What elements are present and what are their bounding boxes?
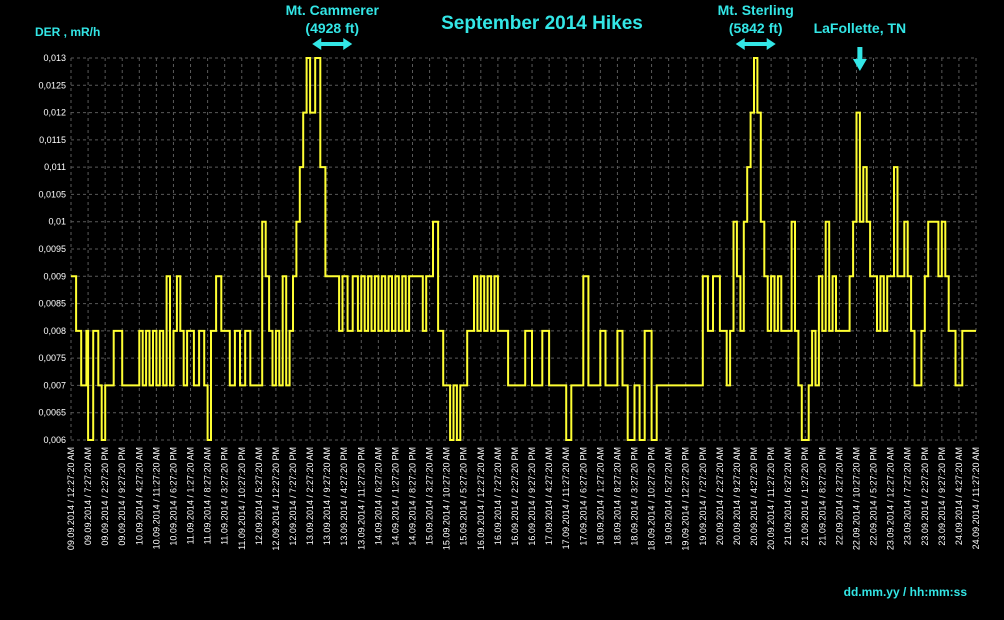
y-tick-label: 0,011 bbox=[44, 162, 66, 172]
x-tick-label: 18.09.2014 / 3:27:20 PM bbox=[629, 447, 639, 546]
double-arrow-right-head bbox=[766, 38, 776, 50]
annotation: LaFollette, TN bbox=[814, 20, 907, 71]
x-tick-label: 16.09.2014 / 7:27:20 AM bbox=[493, 447, 503, 545]
x-axis-label: dd.mm.yy / hh:mm:ss bbox=[844, 585, 968, 599]
annotation-label: Mt. Sterling bbox=[718, 2, 794, 18]
x-tick-label: 12.09.2014 / 7:27:20 PM bbox=[288, 447, 298, 546]
x-tick-label: 17.09.2014 / 6:27:20 PM bbox=[578, 447, 588, 546]
down-arrow-shaft bbox=[857, 47, 863, 60]
x-tick-label: 13.09.2014 / 2:27:20 AM bbox=[305, 447, 315, 545]
x-tick-label: 22.09.2014 / 3:27:20 AM bbox=[834, 447, 844, 545]
x-tick-label: 17.09.2014 / 4:27:20 AM bbox=[544, 447, 554, 545]
annotation-sublabel: (4928 ft) bbox=[305, 20, 359, 36]
annotation-label: Mt. Cammerer bbox=[286, 2, 380, 18]
x-tick-label: 14.09.2014 / 1:27:20 PM bbox=[390, 447, 400, 546]
annotations: Mt. Cammerer (4928 ft) Mt. Sterling (5842 f… bbox=[286, 2, 907, 71]
x-tick-label: 20.09.2014 / 4:27:20 PM bbox=[749, 447, 759, 546]
x-tick-label: 13.09.2014 / 4:27:20 PM bbox=[339, 447, 349, 546]
x-tick-label: 19.09.2014 / 7:27:20 PM bbox=[698, 447, 708, 546]
x-tick-label: 14.09.2014 / 8:27:20 PM bbox=[408, 447, 418, 546]
y-tick-label: 0,0085 bbox=[38, 299, 66, 309]
x-tick-label: 22.09.2014 / 10:27:20 AM bbox=[851, 447, 861, 550]
x-tick-label: 21.09.2014 / 1:27:20 PM bbox=[800, 447, 810, 546]
x-tick-label: 11.09.2014 / 3:27:20 PM bbox=[220, 447, 230, 545]
x-tick-label: 18.09.2014 / 10:27:20 PM bbox=[647, 447, 657, 551]
x-tick-label: 24.09.2014 / 4:27:20 AM bbox=[954, 447, 964, 545]
x-tick-label: 13.09.2014 / 9:27:20 AM bbox=[322, 447, 332, 545]
y-tick-label: 0,0115 bbox=[39, 135, 66, 145]
double-arrow-left-head bbox=[735, 38, 745, 50]
y-tick-label: 0,0125 bbox=[38, 80, 66, 90]
x-tick-label: 18.09.2014 / 8:27:20 AM bbox=[612, 447, 622, 545]
y-tick-label: 0,01 bbox=[48, 217, 66, 227]
x-tick-label: 23.09.2014 / 12:27:20 AM bbox=[886, 447, 896, 550]
x-tick-label: 09.09.2014 / 7:27:20 AM bbox=[83, 447, 93, 545]
x-tick-label: 13.09.2014 / 11:27:20 PM bbox=[356, 447, 366, 550]
x-tick-label: 23.09.2014 / 9:27:20 PM bbox=[937, 447, 947, 546]
double-arrow-right-head bbox=[343, 38, 353, 50]
y-tick-labels: 0,006 0,0065 0,007 0,0075 0,008 0,0085 0,009 0,… bbox=[38, 53, 66, 445]
y-tick-label: 0,012 bbox=[43, 108, 66, 118]
x-tick-label: 16.09.2014 / 2:27:20 PM bbox=[510, 447, 520, 546]
x-tick-label: 10.09.2014 / 4:27:20 AM bbox=[134, 447, 144, 545]
x-tick-label: 11.09.2014 / 1:27:20 AM bbox=[186, 447, 196, 544]
x-tick-label: 18.09.2014 / 1:27:20 AM bbox=[595, 447, 605, 545]
x-tick-label: 19.09.2014 / 12:27:20 PM bbox=[681, 447, 691, 551]
x-tick-label: 09.09.2014 / 12:27:20 AM bbox=[66, 447, 76, 550]
x-tick-label: 20.09.2014 / 2:27:20 AM bbox=[715, 447, 725, 545]
x-tick-label: 19.09.2014 / 5:27:20 AM bbox=[664, 447, 674, 545]
y-tick-label: 0,0065 bbox=[38, 408, 66, 418]
double-arrow-left-head bbox=[312, 38, 322, 50]
x-tick-labels: 09.09.2014 / 12:27:20 AM 09.09.2014 / 7:2… bbox=[66, 447, 981, 551]
chart-title: September 2014 Hikes bbox=[441, 13, 643, 34]
x-tick-label: 11.09.2014 / 8:27:20 AM bbox=[203, 447, 213, 544]
annotation: Mt. Sterling (5842 ft) bbox=[718, 2, 794, 50]
x-tick-label: 16.09.2014 / 9:27:20 PM bbox=[527, 447, 537, 546]
annotation-label: LaFollette, TN bbox=[814, 20, 907, 36]
y-tick-label: 0,0105 bbox=[38, 189, 66, 199]
x-tick-label: 15.09.2014 / 3:27:20 AM bbox=[425, 447, 435, 545]
y-tick-label: 0,0095 bbox=[38, 244, 66, 254]
x-tick-label: 22.09.2014 / 5:27:20 PM bbox=[869, 447, 879, 546]
x-tick-label: 21.09.2014 / 8:27:20 PM bbox=[817, 447, 827, 546]
annotation: Mt. Cammerer (4928 ft) bbox=[286, 2, 380, 50]
x-tick-label: 20.09.2014 / 11:27:20 PM bbox=[766, 447, 776, 550]
y-tick-label: 0,013 bbox=[43, 53, 66, 63]
y-axis-label: DER , mR/h bbox=[35, 25, 100, 39]
x-tick-label: 17.09.2014 / 11:27:20 AM bbox=[561, 447, 571, 549]
x-tick-label: 23.09.2014 / 7:27:20 AM bbox=[903, 447, 913, 545]
x-tick-label: 24.09.2014 / 11:27:20 AM bbox=[971, 447, 981, 549]
x-tick-label: 23.09.2014 / 2:27:20 PM bbox=[920, 447, 930, 546]
x-tick-label: 10.09.2014 / 6:27:20 PM bbox=[168, 447, 178, 546]
x-tick-label: 12.09.2014 / 12:27:20 PM bbox=[271, 447, 281, 551]
x-tick-label: 20.09.2014 / 9:27:20 AM bbox=[732, 447, 742, 545]
down-arrow-head bbox=[852, 59, 867, 71]
y-tick-label: 0,008 bbox=[43, 326, 66, 336]
x-tick-label: 14.09.2014 / 6:27:20 AM bbox=[373, 447, 383, 545]
x-tick-label: 16.09.2014 / 12:27:20 AM bbox=[476, 447, 486, 550]
x-tick-label: 10.09.2014 / 11:27:20 AM bbox=[151, 447, 161, 549]
x-tick-label: 09.09.2014 / 2:27:20 PM bbox=[100, 447, 110, 546]
annotation-sublabel: (5842 ft) bbox=[729, 20, 783, 36]
y-tick-label: 0,006 bbox=[43, 435, 66, 445]
y-tick-label: 0,009 bbox=[43, 271, 66, 281]
y-tick-label: 0,007 bbox=[43, 380, 66, 390]
x-tick-label: 15.09.2014 / 10:27:20 AM bbox=[442, 447, 452, 550]
x-tick-label: 21.09.2014 / 6:27:20 AM bbox=[783, 447, 793, 545]
y-tick-label: 0,0075 bbox=[38, 353, 66, 363]
x-tick-label: 09.09.2014 / 9:27:20 PM bbox=[117, 447, 127, 546]
series-line bbox=[71, 57, 976, 441]
x-tick-label: 15.09.2014 / 5:27:20 PM bbox=[459, 447, 469, 546]
x-tick-label: 11.09.2014 / 10:27:20 PM bbox=[237, 447, 247, 550]
series-layer bbox=[71, 57, 976, 441]
x-tick-label: 12.09.2014 / 5:27:20 AM bbox=[254, 447, 264, 545]
